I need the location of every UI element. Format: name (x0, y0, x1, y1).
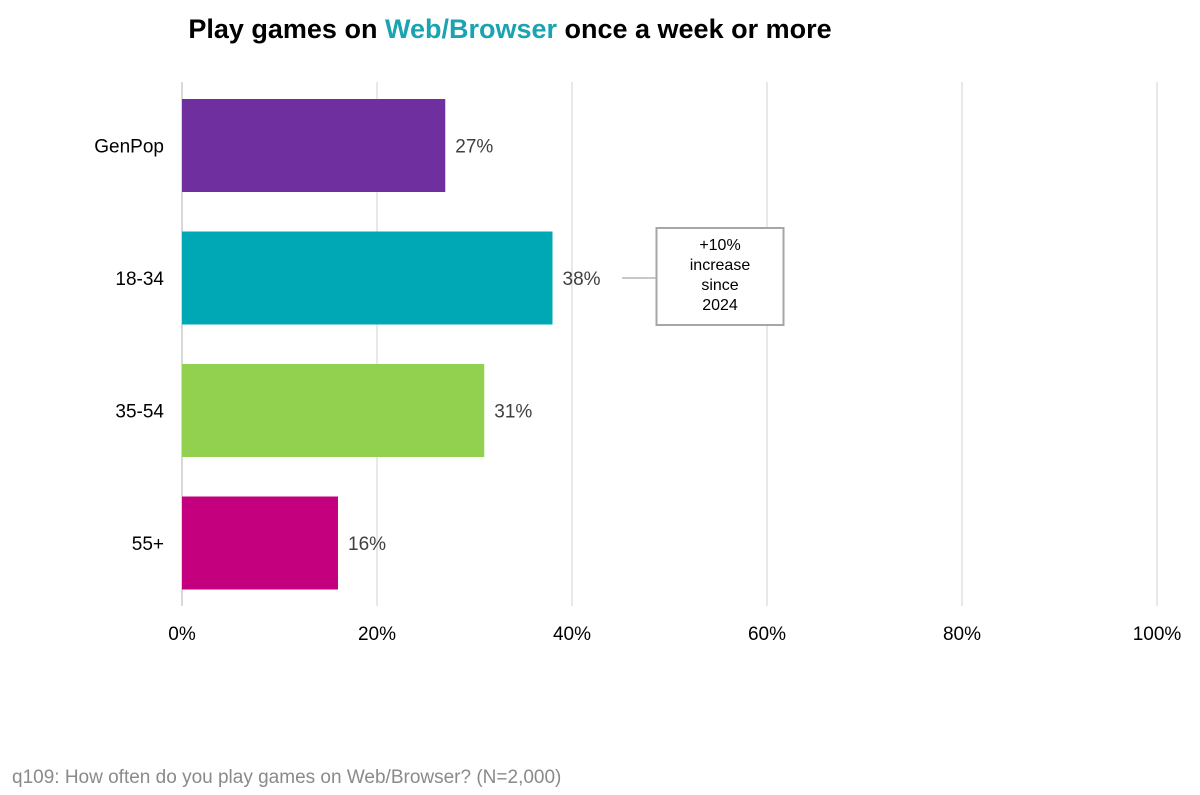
data-label: 31% (494, 402, 532, 423)
footnote: q109: How often do you play games on Web… (12, 767, 562, 788)
annotation-text-line: since (701, 277, 738, 294)
x-tick-label: 0% (168, 624, 196, 645)
annotation: +10% increase since 2024 (622, 227, 785, 326)
x-tick-label: 40% (553, 624, 591, 645)
annotation-box (655, 227, 785, 326)
bar (182, 231, 553, 325)
bar (182, 364, 485, 457)
bar-chart: 0% 20% 40% 60% 80% 100% GenPop 27% 18-34 38% 35-54… (94, 82, 1181, 646)
bars (182, 99, 553, 590)
x-tick-label: 100% (1133, 624, 1182, 645)
x-tick-label: 80% (943, 624, 981, 645)
bar (182, 99, 446, 192)
labels: 0% 20% 40% 60% 80% 100% GenPop 27% 18-34 38% 35-54… (94, 137, 1181, 646)
x-tick-label: 60% (748, 624, 786, 645)
chart-title: Play games on Web/Browser once a week or… (0, 14, 1020, 45)
category-label: 55+ (132, 534, 164, 555)
title-suffix: once a week or more (557, 14, 832, 44)
data-label: 27% (455, 137, 493, 158)
bar (182, 496, 338, 590)
data-label: 16% (348, 534, 386, 555)
title-prefix: Play games on (188, 14, 385, 44)
title-highlight: Web/Browser (384, 14, 557, 44)
x-tick-label: 20% (358, 624, 396, 645)
data-label: 38% (563, 269, 601, 290)
annotation-text-line: increase (690, 257, 751, 274)
category-label: GenPop (94, 137, 164, 158)
category-label: 35-54 (115, 402, 164, 423)
annotation-text-line: 2024 (702, 297, 738, 314)
annotation-text-line: +10% (699, 237, 740, 254)
category-label: 18-34 (115, 269, 164, 290)
